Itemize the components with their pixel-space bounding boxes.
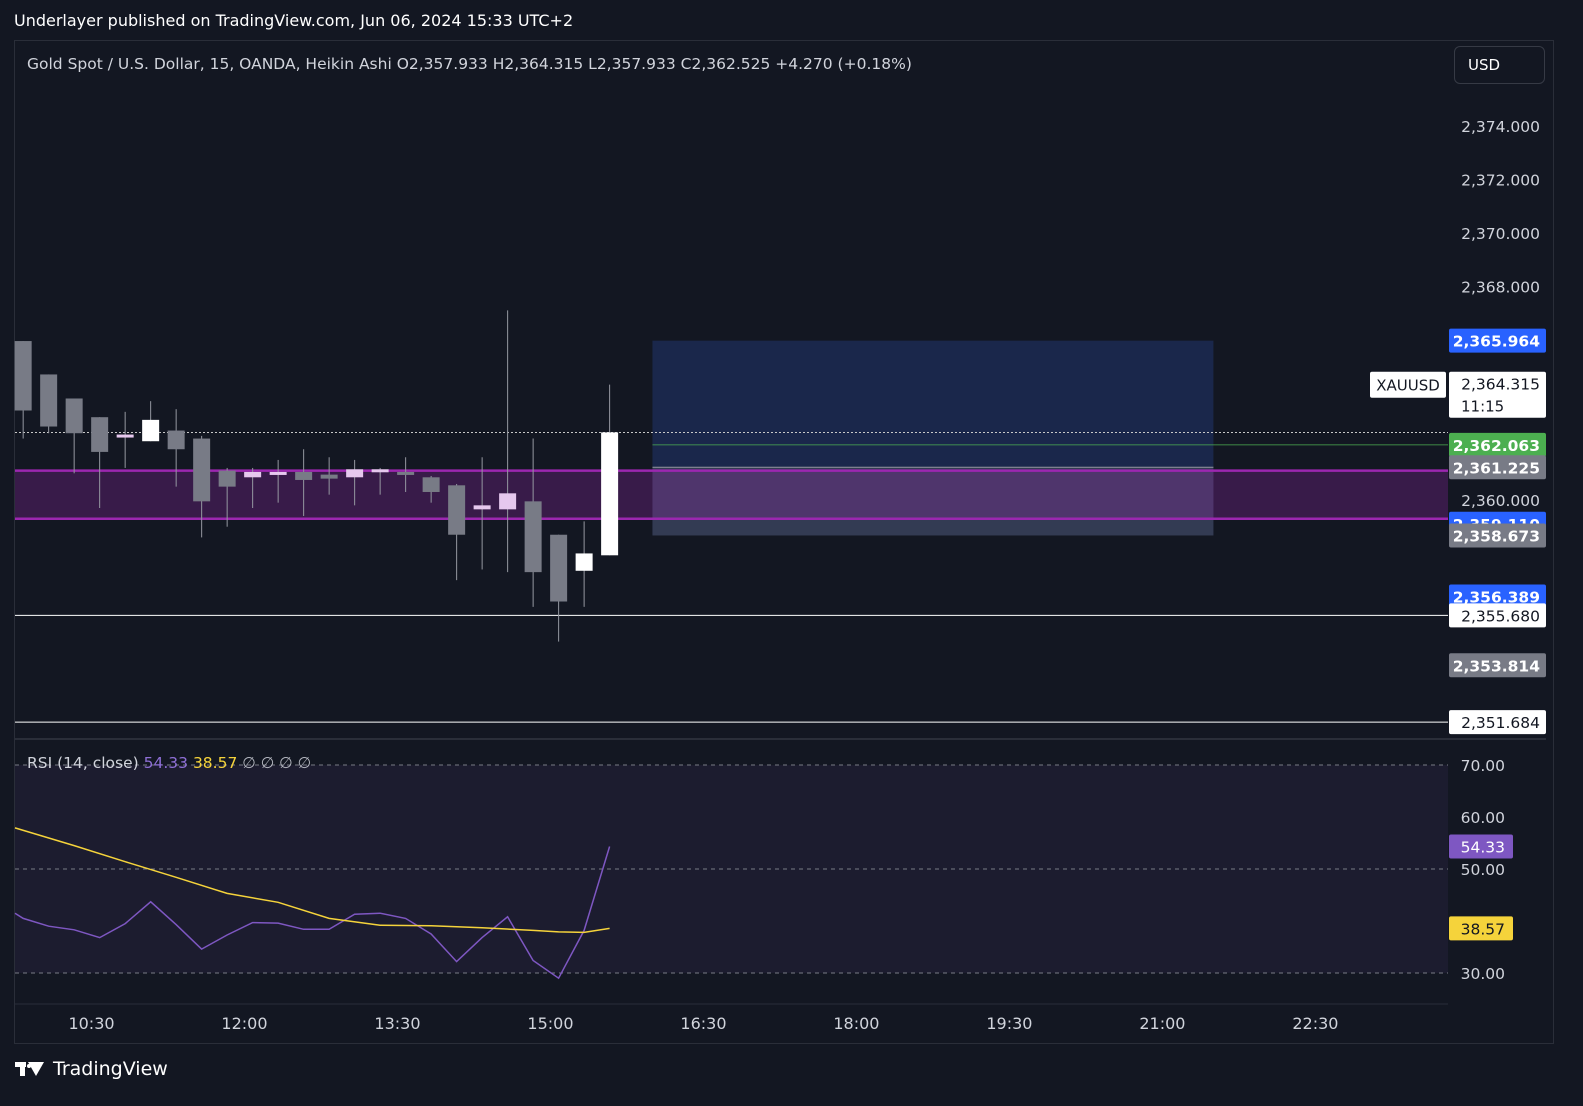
rsi-tick-1: 60.00: [1461, 809, 1505, 827]
rsi-value-label-0: 54.33: [1461, 838, 1505, 856]
legend-part-2: H2,364.315: [488, 55, 583, 73]
rsi-value-box-1: [1449, 916, 1513, 941]
candle-body-10[interactable]: [269, 471, 287, 475]
candle-body-9[interactable]: [244, 471, 262, 478]
candle-body-4[interactable]: [116, 434, 134, 438]
price-label-2: 2,362.063: [1453, 437, 1540, 455]
candle-body-16[interactable]: [422, 477, 440, 492]
rsi-series-0[interactable]: [14, 846, 611, 980]
rsi-legend-part-6: ∅: [293, 754, 311, 772]
candle-body-2[interactable]: [65, 398, 83, 434]
candle-body-7[interactable]: [193, 438, 211, 502]
candle-body-12[interactable]: [320, 474, 338, 479]
candle-body-1[interactable]: [40, 374, 58, 427]
time-tick-3: 15:00: [527, 1014, 573, 1033]
candle-body-23[interactable]: [601, 432, 619, 556]
price-label-box-1: [1449, 371, 1546, 418]
time-tick-2: 13:30: [374, 1014, 420, 1033]
time-tick-4: 16:30: [680, 1014, 726, 1033]
tradingview-footer[interactable]: TradingView: [15, 1058, 168, 1080]
price-label-8: 2,353.814: [1453, 657, 1540, 675]
chart-legend: Gold Spot / U.S. Dollar, 15, OANDA, Heik…: [27, 55, 912, 73]
projection-rectangle-lower[interactable]: [652, 467, 1214, 536]
price-label-box-5: [1449, 523, 1546, 548]
rsi-legend-part-1: 54.33: [139, 754, 188, 772]
candle-body-6[interactable]: [167, 430, 185, 450]
time-tick-0: 10:30: [68, 1014, 114, 1033]
price-label-7: 2,355.680: [1461, 607, 1540, 625]
tradingview-logo-icon: [15, 1060, 45, 1078]
symbol-tag: XAUUSD: [1376, 377, 1440, 395]
support-zone[interactable]: [15, 470, 1448, 519]
price-tick-0: 2,374.000: [1461, 118, 1540, 136]
price-label-countdown: 11:15: [1461, 398, 1504, 416]
price-label-5: 2,358.673: [1453, 527, 1540, 545]
price-label-box-8: [1449, 653, 1546, 678]
price-label-6: 2,356.389: [1453, 588, 1540, 606]
candle-body-17[interactable]: [448, 485, 466, 535]
rsi-legend-part-0: RSI (14, close): [27, 754, 139, 772]
price-tick-3: 2,368.000: [1461, 278, 1540, 296]
candle-body-8[interactable]: [218, 470, 236, 487]
price-label-box-6: [1449, 584, 1546, 609]
price-label-9: 2,351.684: [1461, 714, 1540, 732]
candle-body-3[interactable]: [91, 417, 109, 452]
price-tick-1: 2,372.000: [1461, 171, 1540, 189]
rsi-value-label-1: 38.57: [1461, 920, 1505, 938]
price-label-0: 2,365.964: [1453, 333, 1540, 351]
rsi-tick-2: 50.00: [1461, 861, 1505, 879]
price-label-3: 2,361.225: [1453, 459, 1540, 477]
candle-body-13[interactable]: [346, 469, 364, 478]
price-tick-4: 2,360.000: [1461, 492, 1540, 510]
candle-body-18[interactable]: [473, 505, 491, 510]
legend-part-4: C2,362.525: [676, 55, 771, 73]
price-label-box-3: [1449, 455, 1546, 480]
chart-frame: [14, 40, 1554, 1044]
candle-body-19[interactable]: [499, 493, 517, 510]
time-tick-7: 21:00: [1139, 1014, 1185, 1033]
rsi-legend-part-5: ∅: [274, 754, 292, 772]
legend-part-5: +4.270 (+0.18%): [770, 55, 912, 73]
published-caption: Underlayer published on TradingView.com,…: [14, 11, 574, 30]
candle-body-5[interactable]: [142, 419, 160, 442]
rsi-legend-part-2: 38.57: [188, 754, 237, 772]
candle-body-14[interactable]: [371, 469, 389, 473]
rsi-legend-part-4: ∅: [256, 754, 274, 772]
candle-body-15[interactable]: [397, 471, 415, 475]
currency-button[interactable]: USD: [1454, 46, 1545, 84]
footer-brand: TradingView: [53, 1058, 168, 1080]
candle-body-0[interactable]: [14, 341, 32, 411]
price-label-box-0: [1449, 328, 1546, 353]
price-label-box-2: [1449, 432, 1546, 457]
candle-body-20[interactable]: [524, 501, 542, 573]
rsi-legend-part-3: ∅: [237, 754, 255, 772]
time-tick-5: 18:00: [833, 1014, 879, 1033]
price-tick-2: 2,370.000: [1461, 225, 1540, 243]
rsi-series-1[interactable]: [14, 827, 610, 934]
time-tick-8: 22:30: [1292, 1014, 1338, 1033]
price-label-box-7: [1449, 603, 1546, 628]
legend-part-3: L2,357.933: [583, 55, 675, 73]
symbol-tag-box: [1370, 371, 1446, 398]
rsi-tick-3: 30.00: [1461, 965, 1505, 983]
candle-body-11[interactable]: [295, 471, 313, 480]
candle-body-22[interactable]: [575, 553, 593, 571]
legend-part-0: Gold Spot / U.S. Dollar, 15, OANDA, Heik…: [27, 55, 392, 73]
price-label-1: 2,364.315: [1461, 376, 1540, 394]
price-label-box-9: [1449, 710, 1546, 735]
legend-part-1: O2,357.933: [392, 55, 488, 73]
rsi-tick-0: 70.00: [1461, 757, 1505, 775]
rsi-value-box-0: [1449, 834, 1513, 859]
rsi-legend: RSI (14, close) 54.33 38.57 ∅ ∅ ∅ ∅: [27, 754, 311, 772]
time-tick-1: 12:00: [221, 1014, 267, 1033]
time-tick-6: 19:30: [986, 1014, 1032, 1033]
candle-body-21[interactable]: [550, 534, 568, 602]
